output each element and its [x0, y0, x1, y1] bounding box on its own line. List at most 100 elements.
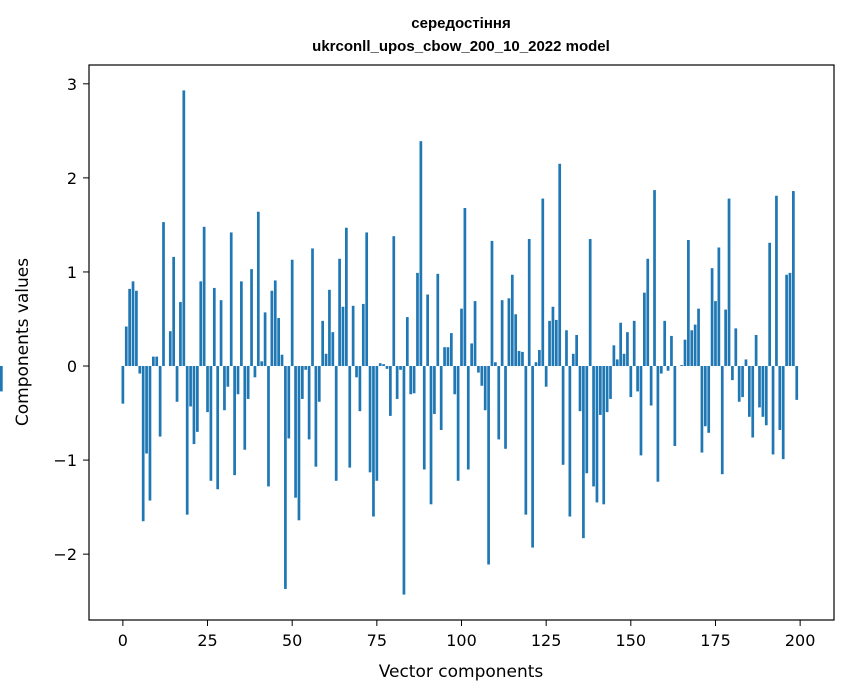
bar-187	[754, 334, 758, 367]
bar-102	[466, 366, 470, 470]
bar-112	[500, 300, 504, 367]
bar-178	[724, 309, 727, 367]
bar-115	[510, 274, 514, 367]
bar-129	[558, 163, 562, 367]
x-tick-label: 100	[446, 631, 477, 650]
bar-162	[670, 335, 673, 367]
bar-165	[680, 365, 683, 367]
bar-173	[707, 366, 711, 433]
bar-9	[151, 356, 155, 367]
bar-130	[561, 366, 565, 465]
bar-111	[497, 366, 501, 440]
bar-12	[162, 222, 165, 367]
bar-183	[741, 366, 744, 398]
bar-6	[141, 366, 145, 522]
bar-86	[412, 366, 416, 394]
bar-122	[534, 362, 538, 367]
bar-109	[490, 240, 494, 367]
bar-94	[439, 366, 443, 430]
bar-171	[700, 366, 704, 453]
bar-180	[731, 366, 734, 381]
bar-92	[433, 366, 436, 414]
bar-155	[646, 258, 650, 367]
bar-68	[351, 305, 355, 367]
bar-176	[717, 247, 721, 367]
bar-151	[632, 320, 636, 367]
bar-118	[521, 351, 524, 367]
bar-140	[595, 366, 599, 503]
bar-20	[189, 366, 192, 407]
bar-133	[571, 353, 575, 367]
bar-119	[524, 366, 528, 515]
bar-97	[449, 333, 453, 367]
bar-71	[361, 303, 365, 367]
bar-65	[341, 306, 345, 367]
bar-53	[300, 366, 304, 399]
bar-177	[720, 366, 724, 475]
bar-37	[246, 366, 250, 399]
bar-44	[270, 290, 274, 367]
bar-101	[463, 207, 467, 367]
plot-frame	[88, 64, 835, 621]
bar-41	[260, 361, 264, 367]
bar-103	[470, 343, 474, 367]
bar-104	[473, 301, 477, 367]
bar-148	[622, 353, 626, 367]
bar-149	[626, 332, 629, 367]
bar-18	[182, 90, 186, 367]
bar-163	[673, 366, 677, 446]
bar-74	[372, 366, 375, 517]
bar-186	[751, 366, 755, 438]
bar-90	[426, 294, 429, 367]
bar-29	[219, 300, 223, 367]
y-axis-ticks: −2 −1 0 1 2 3	[53, 75, 89, 564]
bar-170	[697, 308, 700, 367]
y-axis-label: Components values	[13, 258, 33, 426]
bar-24	[202, 226, 206, 367]
bar-179	[727, 198, 731, 367]
bar-22	[196, 366, 199, 432]
bar-4	[135, 290, 138, 367]
bar-10	[155, 356, 159, 367]
bar-105	[477, 366, 480, 373]
x-axis-ticks: 0 25 50 75 100 125 150 175 200	[118, 620, 815, 650]
bar-95	[443, 347, 446, 367]
bar-62	[331, 332, 335, 367]
bar-168	[690, 330, 694, 367]
bar-99	[456, 366, 460, 481]
bar-197	[788, 272, 792, 367]
bar-189	[761, 366, 765, 417]
bar-30	[223, 366, 226, 411]
bar-57	[314, 366, 318, 467]
bar-32	[229, 232, 233, 367]
bar-135	[578, 366, 582, 412]
bar-139	[592, 366, 595, 487]
bar-undefined	[0, 366, 3, 392]
bar-143	[605, 366, 609, 413]
bar-75	[375, 366, 379, 481]
bar-132	[568, 366, 572, 517]
bar-73	[368, 366, 372, 473]
y-tick-label: 2	[67, 169, 77, 188]
bar-146	[615, 359, 619, 367]
bar-124	[541, 198, 545, 367]
bar-117	[517, 350, 521, 367]
bar-152	[636, 366, 639, 392]
bar-98	[453, 366, 457, 395]
bar-87	[416, 272, 419, 367]
bar-84	[405, 317, 409, 367]
bar-48	[284, 366, 287, 589]
bar-185	[747, 366, 751, 417]
bar-160	[663, 320, 667, 367]
bar-145	[612, 345, 616, 367]
bar-89	[422, 366, 426, 470]
bar-110	[494, 362, 497, 367]
x-tick-label: 50	[282, 631, 302, 650]
bar-96	[446, 347, 450, 367]
y-tick-label: −1	[53, 451, 77, 470]
bar-39	[253, 366, 257, 378]
bar-142	[602, 366, 606, 505]
bar-116	[514, 314, 518, 367]
bar-157	[653, 190, 656, 367]
